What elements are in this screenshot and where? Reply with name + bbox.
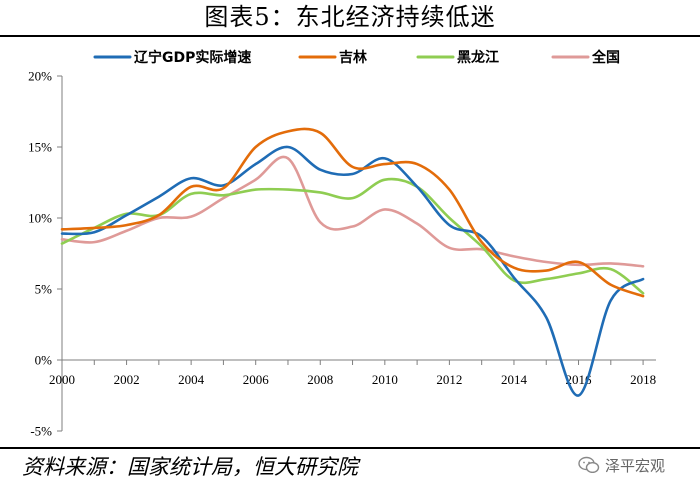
x-tick-label: 2006: [243, 372, 270, 387]
x-tick-label: 2008: [307, 372, 333, 387]
legend-label-national: 全国: [591, 49, 620, 66]
y-tick-label: -5%: [30, 424, 52, 439]
line-chart: 辽宁GDP实际增速 吉林 黑龙江 全国 -5% 0% 5% 10% 15% 20% 2000…: [28, 49, 656, 439]
chart-series: [60, 127, 645, 397]
series-line-heilongjiang: [60, 177, 645, 295]
legend-label-heilongjiang: 黑龙江: [457, 49, 499, 66]
bottom-rule: [0, 447, 700, 449]
legend-label-liaoning: 辽宁GDP实际增速: [134, 49, 251, 66]
x-tick-label: 2012: [436, 372, 462, 387]
page-title: 图表5：东北经济持续低迷: [204, 3, 496, 31]
series-line-liaoning: [60, 145, 645, 397]
x-tick-label: 2004: [178, 372, 205, 387]
chart-axes: -5% 0% 5% 10% 15% 20% 2000 2002 2004 2006 2008 2010…: [28, 69, 656, 439]
series-line-national: [60, 155, 645, 268]
y-tick-label: 5%: [35, 282, 53, 297]
x-tick-label: 2018: [630, 372, 656, 387]
source-note: 资料来源：国家统计局，恒大研究院: [22, 455, 358, 479]
x-tick-label: 2010: [372, 372, 398, 387]
series-line-jilin: [60, 127, 645, 298]
legend-label-jilin: 吉林: [339, 49, 367, 66]
chart-legend: 辽宁GDP实际增速 吉林 黑龙江 全国: [93, 49, 620, 66]
y-tick-label: 0%: [35, 353, 53, 368]
x-tick-label: 2000: [49, 372, 75, 387]
watermark: 泽平宏观: [578, 453, 665, 477]
y-tick-label: 10%: [28, 211, 52, 226]
wechat-icon: [578, 456, 600, 474]
watermark-text: 泽平宏观: [605, 456, 666, 475]
top-rule: [0, 35, 700, 37]
y-tick-label: 15%: [28, 140, 52, 155]
y-tick-label: 20%: [28, 69, 52, 84]
x-tick-label: 2002: [114, 372, 140, 387]
x-tick-label: 2014: [501, 372, 528, 387]
